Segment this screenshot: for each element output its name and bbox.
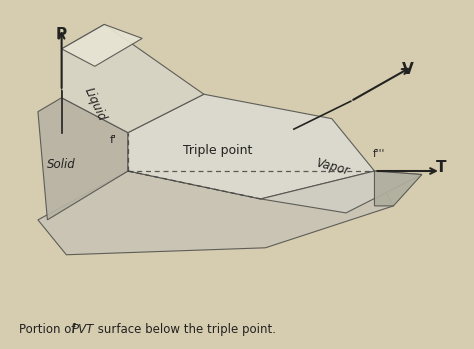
Text: Liquid: Liquid xyxy=(82,86,108,124)
Polygon shape xyxy=(128,94,374,199)
Text: PVT: PVT xyxy=(72,323,94,336)
Polygon shape xyxy=(374,171,422,206)
Text: Solid: Solid xyxy=(47,157,76,171)
Text: Triple point: Triple point xyxy=(183,143,253,157)
Polygon shape xyxy=(38,171,393,255)
Text: Portion of: Portion of xyxy=(19,323,79,336)
Text: surface below the triple point.: surface below the triple point. xyxy=(94,323,276,336)
Polygon shape xyxy=(62,24,204,133)
Polygon shape xyxy=(62,24,142,66)
Text: V: V xyxy=(402,62,413,77)
Text: f''': f''' xyxy=(373,149,385,158)
Text: Vapor: Vapor xyxy=(314,157,350,178)
Text: T: T xyxy=(436,160,446,175)
Text: P: P xyxy=(56,28,67,42)
Polygon shape xyxy=(38,98,128,220)
Polygon shape xyxy=(261,171,422,213)
Text: f': f' xyxy=(110,135,118,144)
